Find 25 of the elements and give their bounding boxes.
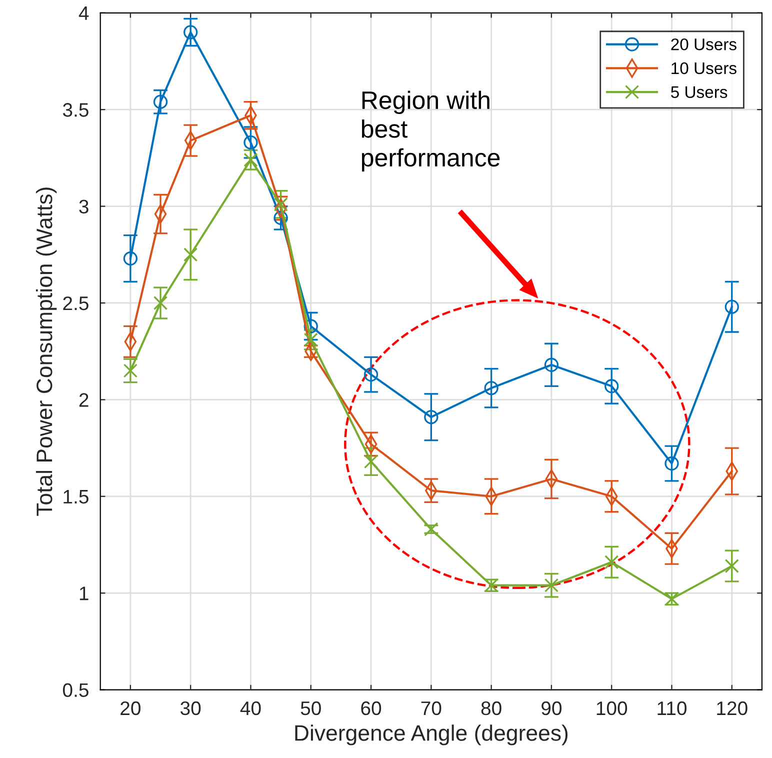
- x-axis-title: Divergence Angle (degrees): [295, 724, 568, 746]
- x-tick-label: 110: [658, 701, 686, 716]
- x-tick-label: 90: [542, 701, 562, 716]
- legend-label: 10 Users: [672, 62, 736, 74]
- legend-label: 5 Users: [671, 86, 728, 98]
- y-axis-title: Total Power Consumption (Watts): [36, 188, 57, 516]
- x-tick-label: 120: [717, 701, 748, 716]
- x-tick-label: 80: [481, 701, 502, 716]
- x-tick-label: 20: [120, 701, 140, 716]
- x-tick-label: 40: [240, 701, 261, 716]
- x-tick-label: 70: [421, 701, 442, 716]
- x-tick-label: 60: [361, 701, 382, 716]
- x-tick-label: 50: [300, 701, 321, 716]
- annotation: Region with best performance: [362, 90, 500, 172]
- x-tick-label: 30: [180, 701, 201, 716]
- legend-label: 20 Users: [671, 38, 736, 50]
- y-tick-label: 2.5: [63, 296, 88, 310]
- x-tick-label: 100: [596, 701, 628, 716]
- y-tick-label: 0.5: [62, 683, 88, 698]
- y-tick-label: 2: [79, 393, 88, 407]
- y-tick-label: 4: [78, 6, 89, 20]
- y-tick-label: 3.5: [62, 103, 88, 117]
- y-tick-label: 1.5: [64, 490, 88, 504]
- y-tick-label: 1: [80, 586, 88, 600]
- y-tick-label: 3: [79, 200, 88, 214]
